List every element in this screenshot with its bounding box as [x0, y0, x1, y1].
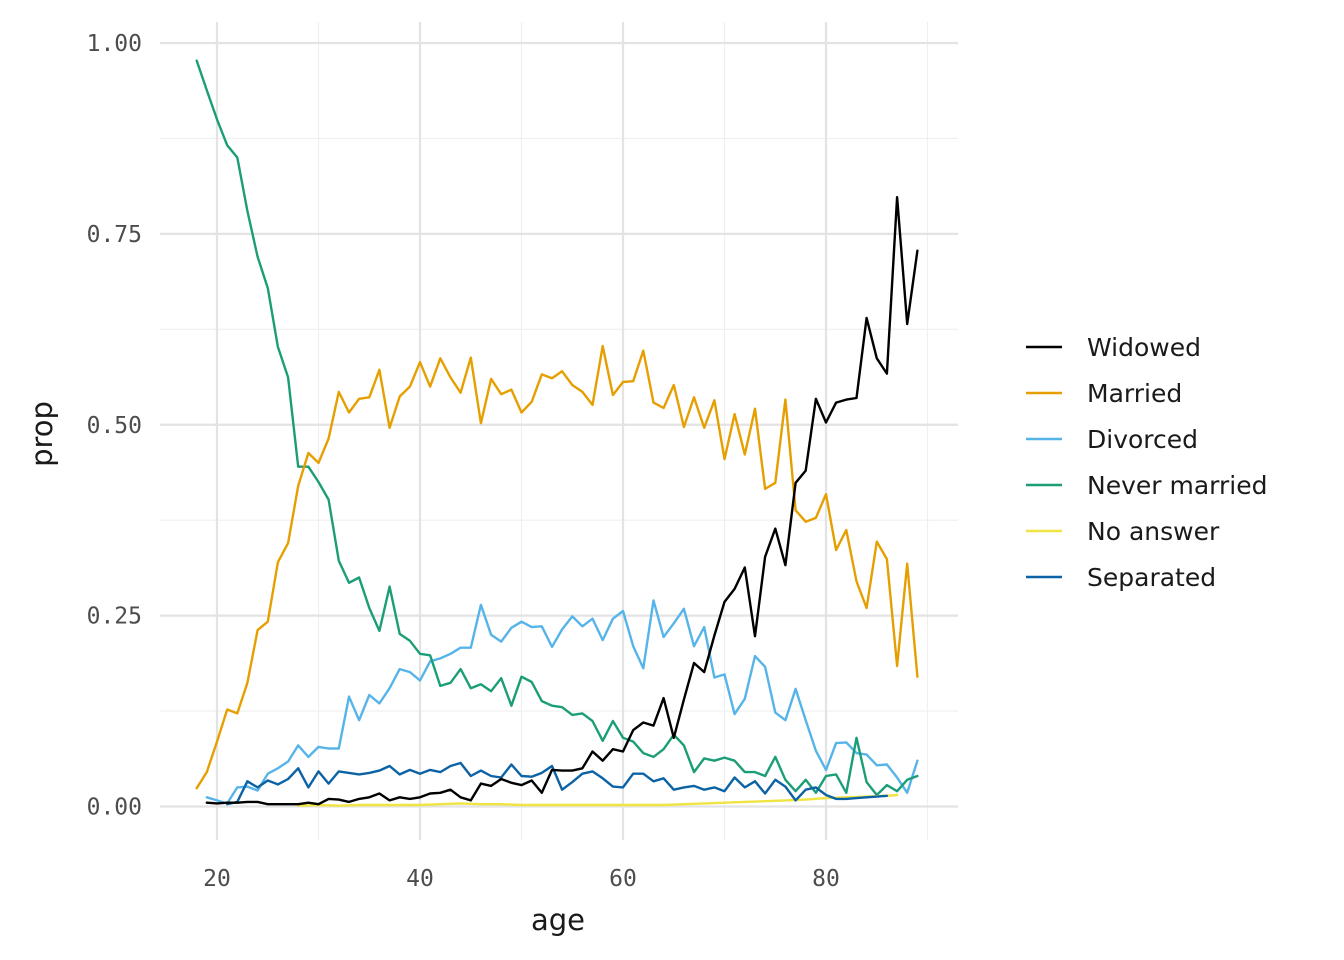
- legend: Widowed Married Divorced Never married No an…: [1026, 333, 1267, 592]
- y-tick-label: 0.00: [87, 795, 142, 821]
- x-tick-label: 20: [203, 866, 231, 892]
- series-line-no-answer: [297, 793, 899, 807]
- y-axis-tick-labels: 0.00 0.25 0.50 0.75 1.00: [87, 31, 142, 821]
- x-tick-label: 80: [812, 866, 840, 892]
- series-line-widowed: [205, 195, 919, 806]
- series-lines: [195, 59, 919, 807]
- series-line-never-married: [195, 59, 919, 797]
- legend-label-widowed: Widowed: [1087, 333, 1201, 362]
- legend-label-divorced: Divorced: [1087, 425, 1198, 454]
- legend-label-separated: Separated: [1087, 563, 1216, 592]
- series-line-divorced: [205, 599, 919, 805]
- x-tick-label: 40: [406, 866, 434, 892]
- series-line-married: [195, 344, 919, 790]
- y-tick-label: 0.50: [87, 413, 142, 439]
- y-axis-title: prop: [25, 401, 59, 467]
- grid-lines: [160, 22, 958, 840]
- x-tick-label: 60: [609, 866, 637, 892]
- legend-label-married: Married: [1087, 379, 1182, 408]
- series-line-separated: [225, 761, 889, 806]
- y-tick-label: 0.75: [87, 222, 142, 248]
- legend-label-never-married: Never married: [1087, 471, 1267, 500]
- x-axis-title: age: [531, 903, 585, 937]
- y-tick-label: 1.00: [87, 31, 142, 57]
- y-tick-label: 0.25: [87, 604, 142, 630]
- x-axis-tick-labels: 20 40 60 80: [203, 866, 840, 892]
- legend-label-no-answer: No answer: [1087, 517, 1220, 546]
